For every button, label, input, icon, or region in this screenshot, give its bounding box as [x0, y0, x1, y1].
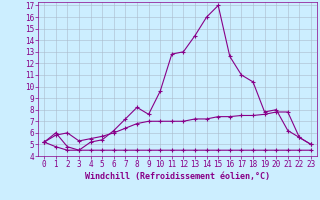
X-axis label: Windchill (Refroidissement éolien,°C): Windchill (Refroidissement éolien,°C) — [85, 172, 270, 181]
